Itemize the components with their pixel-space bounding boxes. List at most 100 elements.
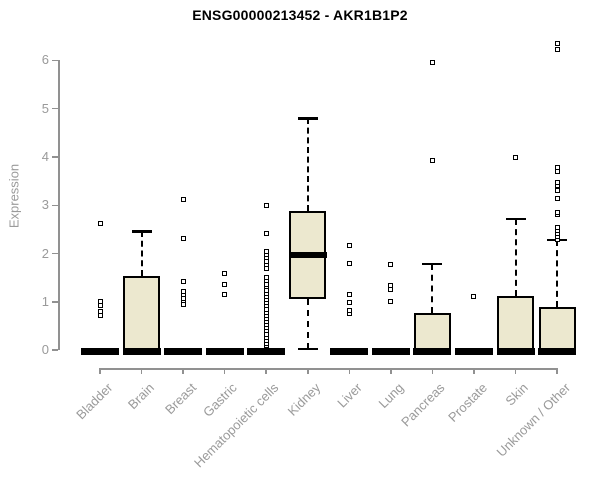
x-category-label-pancreas: Pancreas (398, 380, 449, 430)
outlier-point-unknown-other (554, 47, 560, 53)
y-tick-label: 5 (41, 100, 49, 116)
x-axis-tick (99, 368, 101, 374)
y-axis-tick (52, 59, 58, 62)
upper-whisker-cap-brain (131, 230, 152, 233)
lower-whisker-kidney (306, 298, 309, 349)
y-axis-tick (52, 252, 58, 255)
outlier-point-hematopoietic-cells (263, 275, 269, 281)
outlier-point-lung (388, 261, 394, 267)
upper-whisker-unknown-other (556, 240, 559, 307)
upper-whisker-cap-pancreas (422, 262, 443, 266)
box-unknown-other (538, 306, 576, 351)
outlier-point-breast (180, 196, 186, 202)
outlier-point-unknown-other (554, 224, 560, 230)
y-tick-label: 2 (41, 245, 49, 261)
outlier-point-breast (180, 235, 186, 241)
x-category-label-bladder: Bladder (73, 380, 116, 423)
outlier-point-gastric (222, 291, 228, 297)
x-category-label-breast: Breast (161, 380, 199, 418)
outlier-point-skin (513, 155, 518, 161)
outlier-point-hematopoietic-cells (263, 202, 269, 208)
outlier-point-unknown-other (554, 179, 560, 185)
outlier-point-prostate (471, 293, 477, 299)
upper-whisker-cap-skin (505, 217, 526, 221)
outlier-point-pancreas (429, 59, 435, 65)
x-category-label-gastric: Gastric (200, 380, 241, 420)
outlier-point-gastric (222, 282, 228, 288)
outlier-point-unknown-other (554, 40, 560, 46)
outlier-point-breast (180, 288, 186, 294)
outlier-point-hematopoietic-cells (263, 248, 269, 254)
median-bar-prostate (454, 348, 493, 356)
x-category-label-kidney: Kidney (284, 380, 324, 419)
upper-whisker-brain (140, 231, 143, 277)
y-axis-tick (52, 204, 58, 207)
outlier-point-liver (346, 291, 352, 297)
outlier-point-lung (388, 298, 394, 304)
outlier-point-liver (346, 299, 352, 305)
x-axis-tick (390, 368, 392, 374)
median-bar-bladder (81, 348, 119, 356)
x-axis-tick (556, 368, 558, 374)
x-category-label-liver: Liver (334, 380, 365, 411)
chart-title: ENSG00000213452 - AKR1B1P2 (192, 7, 408, 23)
y-tick-label: 4 (41, 149, 49, 164)
y-tick-label: 6 (41, 52, 49, 68)
x-axis-line (99, 368, 558, 370)
y-tick-label: 0 (41, 342, 49, 358)
outlier-point-liver (346, 260, 352, 266)
y-axis-label: Expression (6, 163, 22, 229)
x-category-label-skin: Skin (502, 380, 532, 409)
outlier-point-lung (388, 283, 394, 289)
median-bar-skin (496, 348, 535, 356)
box-brain (123, 276, 161, 351)
y-axis-tick (52, 301, 58, 303)
outlier-point-unknown-other (554, 209, 560, 215)
outlier-point-bladder (97, 309, 103, 315)
x-axis-tick (182, 368, 184, 374)
x-axis-tick (307, 368, 309, 374)
median-bar-unknown-other (538, 348, 577, 356)
outlier-point-liver (346, 242, 352, 248)
x-category-label-prostate: Prostate (444, 380, 490, 425)
outlier-point-bladder (97, 220, 103, 226)
outlier-point-pancreas (429, 157, 435, 163)
outlier-point-breast (180, 279, 186, 285)
outlier-point-gastric (222, 270, 228, 276)
x-axis-tick (223, 368, 226, 374)
y-tick-label: 3 (41, 197, 49, 213)
x-category-label-brain: Brain (125, 380, 158, 413)
y-axis-line (58, 60, 60, 351)
median-bar-pancreas (413, 348, 452, 356)
x-axis-tick (514, 368, 517, 374)
outlier-point-unknown-other (554, 195, 560, 201)
lower-whisker-cap-kidney (297, 347, 318, 350)
x-axis-tick (473, 368, 475, 374)
y-axis-tick (52, 156, 58, 158)
x-category-label-unknown-other: Unknown / Other (493, 380, 573, 460)
median-bar-liver (330, 348, 369, 356)
upper-whisker-skin (514, 218, 517, 297)
box-skin (497, 296, 534, 351)
x-axis-tick (431, 368, 434, 374)
upper-whisker-pancreas (431, 264, 434, 313)
upper-whisker-kidney (306, 118, 309, 212)
outlier-point-bladder (97, 299, 103, 305)
y-axis-tick (52, 107, 58, 110)
box-pancreas (413, 312, 451, 351)
median-bar-gastric (205, 348, 244, 356)
outlier-point-hematopoietic-cells (263, 230, 269, 236)
y-axis-tick (52, 349, 58, 351)
outlier-point-unknown-other (554, 188, 560, 194)
x-axis-tick (348, 368, 351, 374)
median-bar-hematopoietic-cells (247, 348, 286, 356)
y-tick-label: 1 (41, 293, 49, 309)
median-bar-brain (122, 348, 161, 356)
median-bar-breast (164, 348, 203, 356)
upper-whisker-cap-kidney (297, 117, 318, 120)
x-category-label-lung: Lung (375, 380, 407, 412)
median-bar-kidney (288, 252, 327, 259)
x-axis-tick (140, 368, 143, 374)
median-bar-lung (371, 348, 410, 356)
